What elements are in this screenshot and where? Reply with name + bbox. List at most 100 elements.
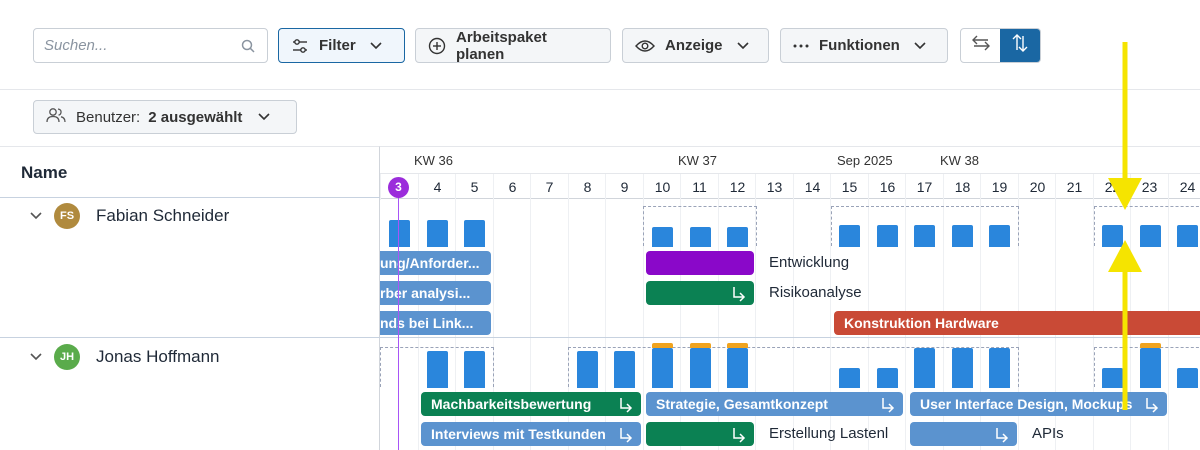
day-cell: 6 bbox=[493, 174, 531, 200]
subtask-arrow-icon bbox=[995, 422, 1009, 446]
workload-bar bbox=[1102, 368, 1123, 388]
workload-bar bbox=[989, 225, 1010, 247]
task-bar[interactable]: Interviews mit Testkunden bbox=[421, 422, 641, 446]
subtask-arrow-icon bbox=[881, 392, 895, 416]
task-bar[interactable]: Konstruktion Hardware bbox=[834, 311, 1200, 335]
divider bbox=[0, 337, 380, 338]
grid-line bbox=[530, 199, 531, 450]
user-row-jonas[interactable]: JH Jonas Hoffmann bbox=[30, 344, 219, 370]
chevron-down-icon bbox=[258, 113, 270, 121]
plus-circle-icon bbox=[428, 37, 446, 55]
overload-marker bbox=[727, 343, 748, 348]
day-cell: 13 bbox=[755, 174, 793, 200]
workload-bar bbox=[690, 348, 711, 388]
user-filter-button[interactable]: Benutzer: 2 ausgewählt bbox=[33, 100, 297, 134]
task-bar[interactable]: Machbarkeitsbewertung bbox=[421, 392, 641, 416]
workload-bar bbox=[727, 227, 748, 247]
chevron-down-icon[interactable] bbox=[30, 212, 42, 220]
functions-button[interactable]: Funktionen bbox=[780, 28, 948, 63]
day-cell: 4 bbox=[418, 174, 456, 200]
task-bar[interactable] bbox=[646, 251, 754, 275]
day-cell: 15 bbox=[830, 174, 868, 200]
annotation-arrows bbox=[1108, 42, 1142, 410]
filter-label: Filter bbox=[319, 37, 356, 54]
users-icon bbox=[46, 107, 66, 127]
divider bbox=[0, 197, 380, 198]
divider bbox=[380, 337, 1200, 338]
task-bar[interactable] bbox=[646, 281, 754, 305]
day-cell: 10 bbox=[643, 174, 681, 200]
workload-bar bbox=[427, 220, 448, 247]
task-label: nds bei Link... bbox=[380, 315, 474, 331]
chevron-down-icon[interactable] bbox=[30, 353, 42, 361]
workload-bar bbox=[652, 348, 673, 388]
display-button[interactable]: Anzeige bbox=[622, 28, 769, 63]
task-bar[interactable]: ung/Anforder... bbox=[380, 251, 491, 275]
task-label: Konstruktion Hardware bbox=[844, 315, 999, 331]
more-horizontal-icon bbox=[793, 44, 809, 48]
workload-period bbox=[380, 347, 494, 387]
workload-bar bbox=[839, 225, 860, 247]
user-name: Jonas Hoffmann bbox=[96, 347, 220, 366]
eye-icon bbox=[635, 39, 655, 53]
today-marker: 3 bbox=[388, 177, 409, 198]
subtask-arrow-icon bbox=[732, 422, 746, 446]
search-icon bbox=[241, 39, 255, 58]
workload-bar bbox=[877, 368, 898, 388]
overload-marker bbox=[1140, 343, 1161, 348]
subtask-arrow-icon bbox=[619, 392, 633, 416]
workload-bar bbox=[614, 351, 635, 388]
week-label: KW 38 bbox=[940, 153, 980, 168]
day-cell: 14 bbox=[793, 174, 831, 200]
workload-bar bbox=[690, 227, 711, 247]
task-bar[interactable]: rber analysi... bbox=[380, 281, 491, 305]
overload-marker bbox=[652, 343, 673, 348]
task-bar[interactable]: Strategie, Gesamtkonzept bbox=[646, 392, 903, 416]
user-name: Fabian Schneider bbox=[96, 206, 230, 225]
vertical-arrows-toggle[interactable] bbox=[1000, 29, 1040, 62]
workload-bar bbox=[877, 225, 898, 247]
chevron-down-icon bbox=[736, 41, 749, 50]
task-label: Erstellung Lastenl bbox=[769, 425, 889, 442]
task-bar[interactable] bbox=[910, 422, 1017, 446]
grid-line bbox=[568, 199, 569, 450]
workload-bar bbox=[727, 348, 748, 388]
workload-bar bbox=[1177, 225, 1198, 247]
day-cell: 20 bbox=[1018, 174, 1056, 200]
task-bar[interactable]: nds bei Link... bbox=[380, 311, 491, 335]
search-box[interactable] bbox=[33, 28, 268, 63]
view-toggle-group bbox=[960, 28, 1041, 63]
overload-marker bbox=[690, 343, 711, 348]
task-label: Strategie, Gesamtkonzept bbox=[656, 396, 828, 412]
task-bar[interactable] bbox=[646, 422, 754, 446]
workload-bar bbox=[839, 368, 860, 388]
user-filter-value: 2 ausgewählt bbox=[148, 108, 243, 126]
subtask-arrow-icon bbox=[732, 281, 746, 305]
task-label: Entwicklung bbox=[769, 254, 850, 271]
day-cell: 17 bbox=[905, 174, 943, 200]
toolbar: Filter Arbeitspaket planen Anzeige Funkt… bbox=[0, 0, 1200, 90]
timeline: KW 36 KW 37 Sep 2025 KW 38 4 5 6 7 8 9 1… bbox=[380, 146, 1200, 450]
task-label: ung/Anforder... bbox=[380, 255, 480, 271]
workload-bar bbox=[464, 351, 485, 388]
workload-period bbox=[643, 206, 757, 246]
search-input[interactable] bbox=[44, 37, 224, 54]
month-label: Sep 2025 bbox=[837, 153, 893, 168]
user-row-fabian[interactable]: FS Fabian Schneider bbox=[30, 203, 229, 229]
workload-bar bbox=[989, 348, 1010, 388]
workload-bar bbox=[577, 351, 598, 388]
workload-bar bbox=[914, 348, 935, 388]
horizontal-arrows-toggle[interactable] bbox=[961, 29, 1000, 62]
week-label: KW 36 bbox=[414, 153, 454, 168]
resource-list: Name FS Fabian Schneider JH Jonas Hoffma… bbox=[0, 146, 380, 450]
swap-vertical-icon bbox=[1012, 34, 1028, 57]
avatar: FS bbox=[54, 203, 80, 229]
day-cell: 8 bbox=[568, 174, 606, 200]
plan-label: Arbeitspaket planen bbox=[456, 28, 547, 63]
filter-button[interactable]: Filter bbox=[278, 28, 405, 63]
task-label: APIs bbox=[1032, 425, 1064, 442]
plan-work-package-button[interactable]: Arbeitspaket planen bbox=[415, 28, 611, 63]
day-cell: 5 bbox=[455, 174, 493, 200]
day-cell: 12 bbox=[718, 174, 756, 200]
user-filter-label: Benutzer: bbox=[76, 108, 141, 126]
